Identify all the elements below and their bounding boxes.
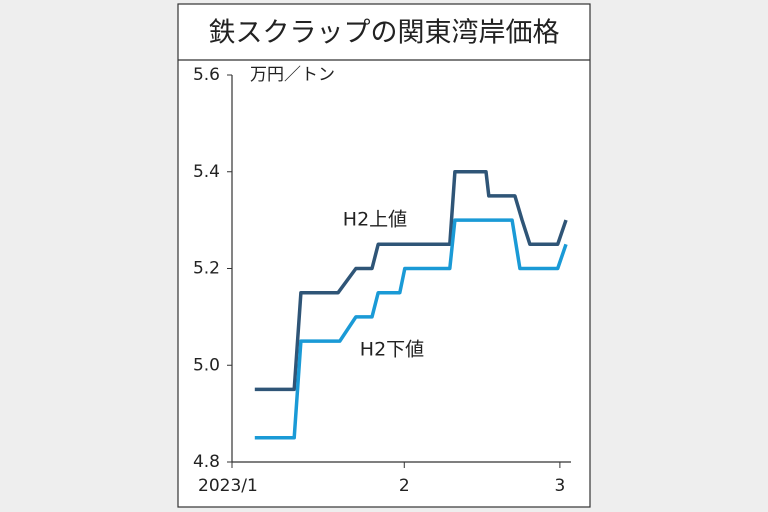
y-axis-unit: 万円／トン [250,65,335,85]
series-line [254,169,568,392]
y-tick-label: 5.2 [193,259,220,279]
y-tick-label: 4.8 [193,452,220,472]
chart-frame [177,3,591,508]
x-tick-label: 2023/1 [198,476,258,496]
y-tick-label: 5.4 [193,162,220,182]
y-tick-label: 5.6 [193,65,220,85]
series-annotation: H2下値 [360,339,424,361]
chart-title: 鉄スクラップの関東湾岸価格 [209,18,560,49]
x-tick-label: 3 [554,476,565,496]
x-tick-label: 2 [399,476,410,496]
series-annotation: H2上値 [343,209,407,231]
y-tick-label: 5.0 [193,355,220,375]
series-line [254,218,568,440]
